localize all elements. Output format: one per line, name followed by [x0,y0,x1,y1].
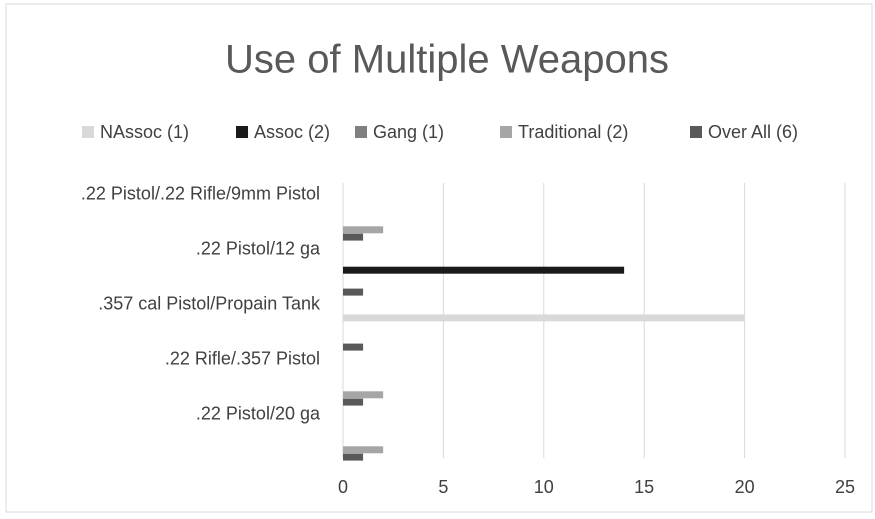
x-tick-label: 15 [634,477,654,497]
bar [343,226,384,234]
bar [343,266,625,274]
legend-swatch [500,126,512,138]
bar [343,314,745,322]
x-tick-label: 20 [735,477,755,497]
x-tick-label: 25 [835,477,855,497]
legend-label: Traditional (2) [518,122,628,142]
y-tick-label: .22 Pistol/20 ga [196,403,321,423]
bar [343,288,364,296]
y-tick-label: .22 Pistol/.22 Rifle/9mm Pistol [81,183,320,203]
legend-label: Gang (1) [373,122,444,142]
bar [343,453,364,461]
chart-frame [5,3,873,513]
bar [343,446,384,454]
legend-label: Over All (6) [708,122,798,142]
y-tick-label: .357 cal Pistol/Propain Tank [98,293,321,313]
bar [343,343,364,351]
y-tick-label: .22 Rifle/.357 Pistol [165,348,320,368]
bar [343,398,364,406]
bar [343,233,364,241]
bar [343,391,384,399]
legend-swatch [236,126,248,138]
legend-label: NAssoc (1) [100,122,189,142]
legend-label: Assoc (2) [254,122,330,142]
x-tick-label: 5 [438,477,448,497]
x-tick-label: 0 [338,477,348,497]
y-tick-label: .22 Pistol/12 ga [196,238,321,258]
legend-swatch [82,126,94,138]
x-tick-label: 10 [534,477,554,497]
chart-title: Use of Multiple Weapons [225,38,669,82]
legend-swatch [690,126,702,138]
legend-swatch [355,126,367,138]
